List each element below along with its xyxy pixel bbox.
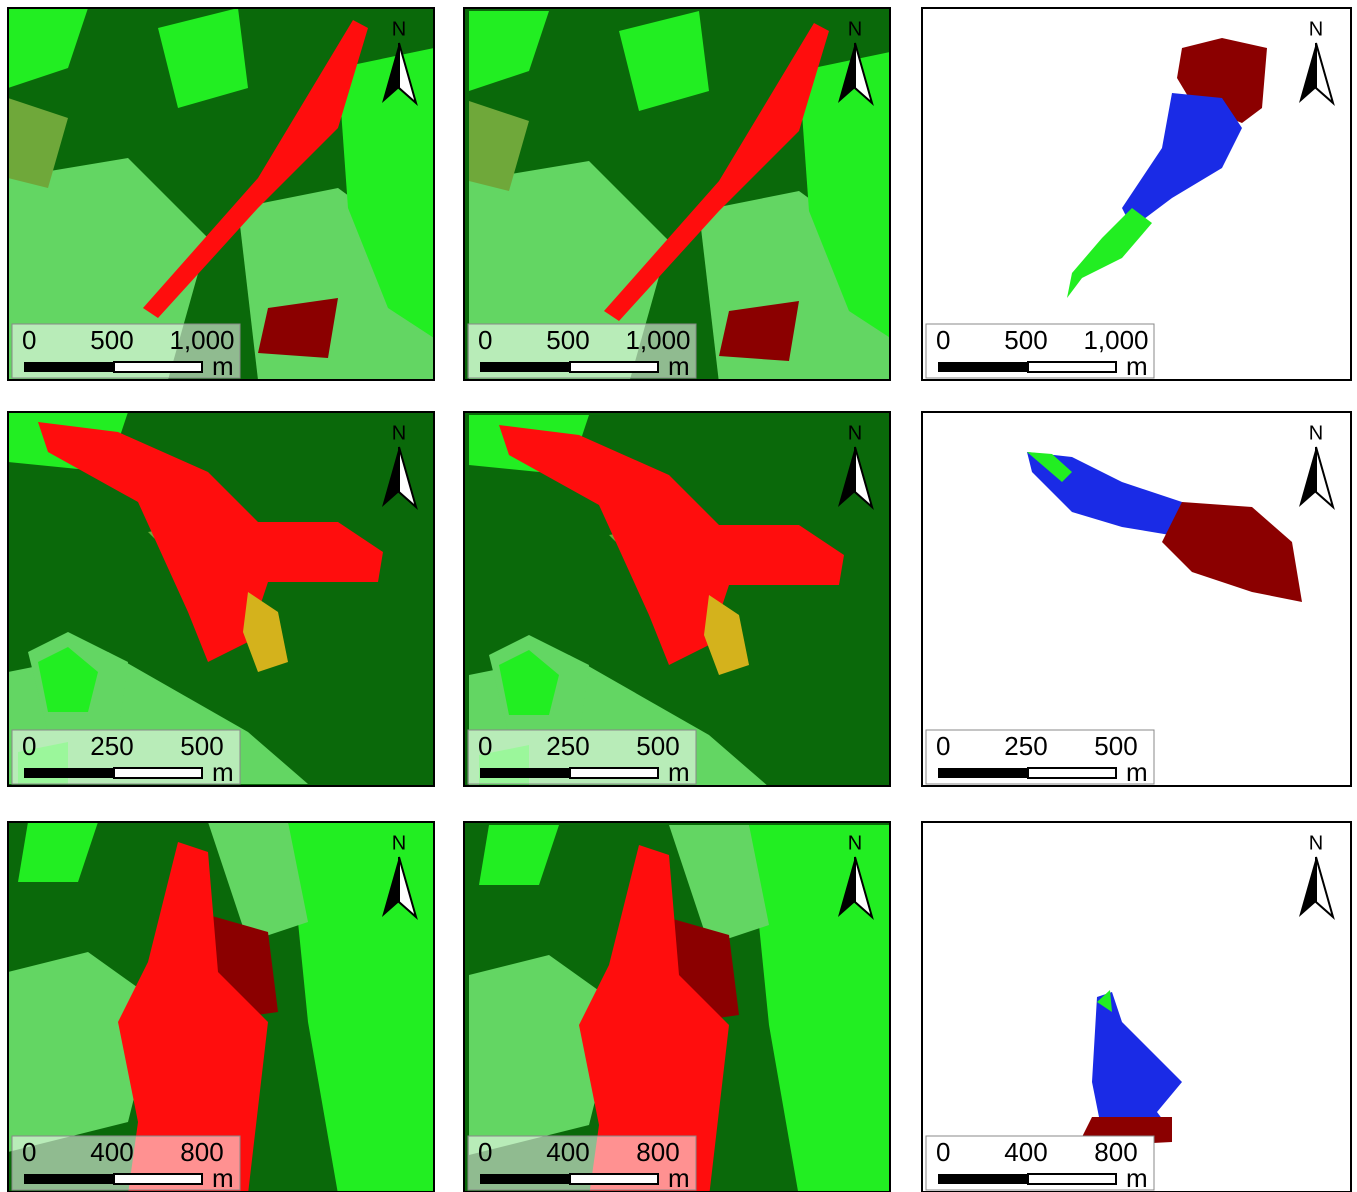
scale-unit: m [668,351,690,381]
scale-white [114,768,202,778]
map-figure: N05001,000mN05001,000mN05001,000mN025050… [0,0,1357,1192]
map-panel: N05001,000m [922,8,1351,381]
scale-white [114,1174,202,1184]
scale-unit: m [668,1163,690,1192]
scale-black [24,1174,114,1184]
north-label: N [848,422,862,444]
page: N05001,000mN05001,000mN05001,000mN025050… [0,0,1357,1192]
scale-label: 400 [90,1137,133,1167]
scale-label: 0 [22,325,36,355]
north-label: N [392,422,406,444]
north-label: N [392,18,406,40]
scale-white [570,1174,658,1184]
scale-unit: m [212,757,234,787]
scale-label: 250 [546,731,589,761]
scale-label: 500 [90,325,133,355]
north-label: N [392,832,406,854]
scale-black [938,362,1028,372]
scale-bar: 0250500m [12,730,240,787]
scale-label: 250 [90,731,133,761]
scale-bar: 0400800m [468,1136,696,1192]
scale-black [24,362,114,372]
scale-label: 0 [22,731,36,761]
scale-unit: m [1126,1163,1148,1192]
north-label: N [848,832,862,854]
scale-label: 0 [936,1137,950,1167]
scale-black [480,768,570,778]
north-label: N [1309,18,1323,40]
scale-unit: m [1126,757,1148,787]
scale-label: 0 [936,325,950,355]
scale-white [1028,1174,1116,1184]
scale-unit: m [1126,351,1148,381]
scale-label: 0 [478,325,492,355]
scale-black [938,1174,1028,1184]
scale-white [570,768,658,778]
scale-label: 0 [22,1137,36,1167]
scale-black [938,768,1028,778]
scale-white [1028,362,1116,372]
scale-label: 500 [1004,325,1047,355]
scale-black [480,362,570,372]
scale-label: 0 [936,731,950,761]
north-label: N [1309,832,1323,854]
map-panel: N0250500m [922,412,1351,787]
north-label: N [848,18,862,40]
scale-label: 400 [1004,1137,1047,1167]
scale-unit: m [212,1163,234,1192]
scale-label: 0 [478,1137,492,1167]
scale-black [480,1174,570,1184]
scale-unit: m [668,757,690,787]
scale-label: 0 [478,731,492,761]
scale-label: 400 [546,1137,589,1167]
scale-label: 500 [546,325,589,355]
scale-black [24,768,114,778]
scale-white [114,362,202,372]
scale-unit: m [212,351,234,381]
scale-label: 250 [1004,731,1047,761]
scale-white [570,362,658,372]
scale-white [1028,768,1116,778]
north-label: N [1309,422,1323,444]
